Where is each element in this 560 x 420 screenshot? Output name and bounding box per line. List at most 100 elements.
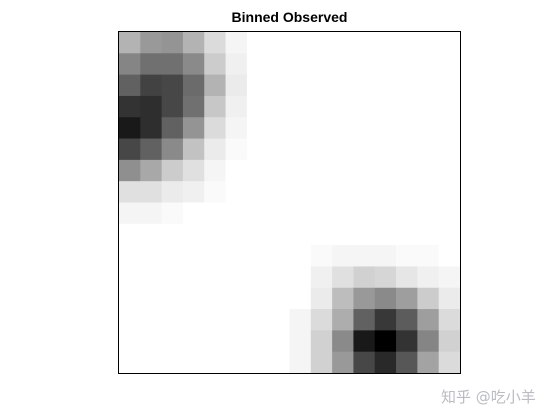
heatmap-cell: [353, 287, 376, 310]
heatmap-cell: [417, 138, 440, 161]
heatmap-cell: [119, 287, 141, 310]
heatmap-cell: [161, 159, 184, 182]
heatmap-cell: [119, 223, 141, 246]
heatmap-cell: [268, 159, 290, 182]
heatmap-cell: [140, 53, 163, 76]
heatmap-cell: [268, 138, 290, 161]
heatmap-cell: [246, 202, 269, 225]
heatmap-cell: [396, 117, 418, 139]
heatmap-cell: [438, 95, 461, 118]
heatmap-cell: [353, 223, 376, 246]
heatmap-cell: [140, 117, 163, 139]
heatmap-cell: [182, 95, 205, 118]
heatmap-cell: [310, 287, 333, 310]
heatmap-cell: [161, 53, 184, 76]
heatmap-cell: [374, 32, 397, 54]
heatmap-cell: [225, 351, 248, 374]
heatmap-cell: [268, 223, 290, 246]
heatmap-cell: [374, 245, 397, 267]
heatmap-cell: [140, 266, 163, 289]
heatmap-cell: [289, 117, 312, 139]
heatmap-cell: [246, 287, 269, 310]
heatmap-cell: [225, 223, 248, 246]
heatmap-cell: [353, 309, 376, 331]
heatmap-cell: [396, 32, 418, 54]
heatmap-cell: [310, 309, 333, 331]
heatmap-cell: [396, 223, 418, 246]
heatmap-cell: [353, 351, 376, 374]
heatmap-cell: [268, 309, 290, 331]
heatmap-cell: [225, 287, 248, 310]
heatmap-cell: [246, 330, 269, 353]
watermark-text: 知乎 @吃小羊: [441, 388, 536, 406]
heatmap-cell: [289, 32, 312, 54]
heatmap-cell: [310, 245, 333, 267]
heatmap-cell: [204, 95, 226, 118]
heatmap-cell: [289, 245, 312, 267]
heatmap-cell: [332, 330, 354, 353]
heatmap-cell: [374, 309, 397, 331]
heatmap-cell: [119, 32, 141, 54]
heatmap-cell: [374, 330, 397, 353]
heatmap-cell: [225, 159, 248, 182]
heatmap-cell: [204, 245, 226, 267]
heatmap-cell: [353, 138, 376, 161]
heatmap-cell: [268, 287, 290, 310]
heatmap-cell: [353, 159, 376, 182]
heatmap-cell: [396, 53, 418, 76]
heatmap-cell: [438, 53, 461, 76]
heatmap-cell: [246, 309, 269, 331]
heatmap-cell: [140, 287, 163, 310]
heatmap-cell: [268, 117, 290, 139]
heatmap-cell: [396, 309, 418, 331]
heatmap-cell: [119, 351, 141, 374]
heatmap-cell: [417, 287, 440, 310]
heatmap-cell: [374, 351, 397, 374]
heatmap-cell: [332, 287, 354, 310]
heatmap-cell: [225, 309, 248, 331]
heatmap-cell: [289, 309, 312, 331]
heatmap-cell: [353, 117, 376, 139]
heatmap-cell: [374, 117, 397, 139]
heatmap-cell: [119, 53, 141, 76]
heatmap-cell: [182, 159, 205, 182]
heatmap-cell: [204, 181, 226, 203]
heatmap-cell: [396, 202, 418, 225]
heatmap-cell: [332, 181, 354, 203]
heatmap-cell: [417, 309, 440, 331]
heatmap-cell: [289, 53, 312, 76]
heatmap-cell: [396, 287, 418, 310]
heatmap-cell: [225, 202, 248, 225]
heatmap-cell: [161, 202, 184, 225]
heatmap-cell: [246, 95, 269, 118]
heatmap-cell: [204, 266, 226, 289]
heatmap-cell: [182, 74, 205, 97]
heatmap-cell: [161, 245, 184, 267]
heatmap-cell: [204, 351, 226, 374]
heatmap-cell: [119, 181, 141, 203]
heatmap-cell: [225, 53, 248, 76]
heatmap-cell: [268, 53, 290, 76]
heatmap-cell: [289, 159, 312, 182]
heatmap-cell: [225, 138, 248, 161]
heatmap-cell: [310, 32, 333, 54]
heatmap-cell: [204, 74, 226, 97]
heatmap-cell: [182, 287, 205, 310]
heatmap-cell: [140, 181, 163, 203]
heatmap-cell: [438, 159, 461, 182]
heatmap-cell: [140, 351, 163, 374]
heatmap-cell: [204, 287, 226, 310]
heatmap-cell: [204, 309, 226, 331]
heatmap-cell: [310, 95, 333, 118]
heatmap-cell: [438, 32, 461, 54]
heatmap-cell: [289, 181, 312, 203]
heatmap-cell: [396, 245, 418, 267]
heatmap-cell: [246, 32, 269, 54]
heatmap-cell: [374, 95, 397, 118]
heatmap-cell: [417, 351, 440, 374]
heatmap-cell: [225, 330, 248, 353]
heatmap-cell: [396, 74, 418, 97]
heatmap-cell: [353, 74, 376, 97]
heatmap-cell: [161, 32, 184, 54]
